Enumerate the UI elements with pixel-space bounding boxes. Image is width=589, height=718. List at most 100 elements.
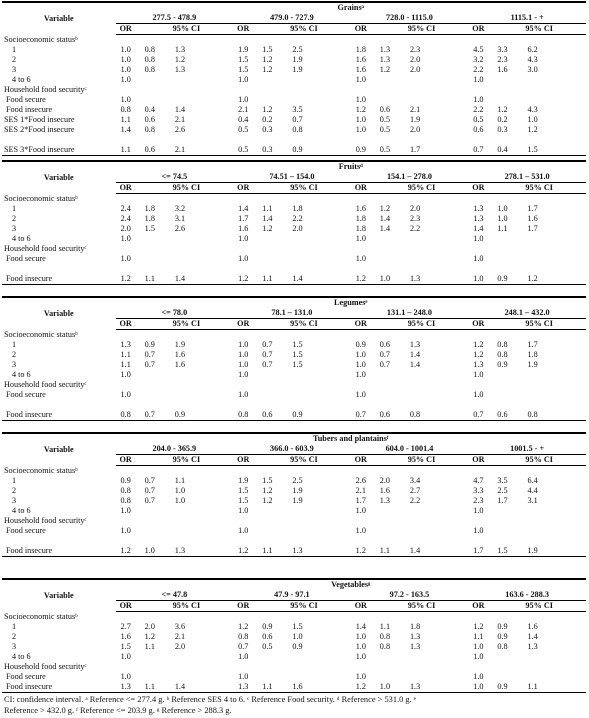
value-cell: 2.0 bbox=[409, 125, 421, 134]
value-cell bbox=[492, 400, 522, 410]
value-cell: 3.3 bbox=[497, 45, 508, 54]
value-cell: 1.2 bbox=[115, 546, 140, 557]
row-label: Socioeconomic statusᵇ bbox=[4, 465, 78, 475]
value-cell bbox=[468, 135, 492, 145]
row-label: Food secure bbox=[6, 672, 46, 681]
value-cell: 1.2 bbox=[233, 546, 258, 557]
value-cell bbox=[170, 526, 233, 536]
value-cell: 0.8 bbox=[238, 632, 249, 641]
value-cell: 2.2 bbox=[473, 65, 484, 74]
value-cell bbox=[375, 652, 405, 662]
value-cell: 3.3 bbox=[473, 486, 484, 495]
value-cell bbox=[287, 536, 350, 546]
value-cell bbox=[170, 244, 233, 254]
value-cell bbox=[287, 390, 350, 400]
value-cell bbox=[257, 95, 287, 105]
value-cell: 1.0 bbox=[120, 390, 131, 399]
value-cell: 0.9 bbox=[144, 340, 155, 349]
value-cell bbox=[257, 234, 287, 244]
range-header: 97.2 - 163.5 bbox=[350, 590, 469, 601]
value-cell bbox=[375, 135, 405, 145]
row-label: 3 bbox=[12, 360, 17, 369]
or-header: OR bbox=[468, 318, 493, 330]
value-cell bbox=[405, 370, 468, 380]
row-label bbox=[2, 400, 116, 410]
value-cell: 1.5 bbox=[238, 486, 249, 495]
value-cell bbox=[405, 244, 468, 254]
value-cell: 1.7 bbox=[355, 496, 366, 505]
table-row: 1 0.9 0.7 1.1 1.9 1.5 2.5 2.6 2.0 3.4 4.7 3.5 6.4 bbox=[2, 476, 586, 486]
value-cell: 3.2 bbox=[174, 204, 186, 213]
value-cell: 2.0 bbox=[120, 224, 131, 233]
value-cell bbox=[523, 672, 587, 682]
value-cell bbox=[287, 516, 350, 526]
value-cell: 1.0 bbox=[355, 75, 366, 84]
value-cell bbox=[523, 254, 587, 264]
value-cell bbox=[405, 506, 468, 516]
value-cell: 0.5 bbox=[379, 125, 391, 134]
row-label: 4 to 6 bbox=[12, 506, 31, 515]
value-cell: 1.3 bbox=[473, 360, 484, 369]
table-row: 1 1.3 0.9 1.9 1.0 0.7 1.5 0.9 0.6 1.3 1.2 0.8 1.7 bbox=[2, 340, 586, 350]
table-row: 1 1.0 0.8 1.3 1.9 1.5 2.5 1.8 1.3 2.3 4.5 3.3 6.2 bbox=[2, 45, 586, 55]
value-cell: 0.9 bbox=[497, 622, 508, 631]
value-cell: 1.6 bbox=[238, 224, 249, 233]
value-cell bbox=[140, 390, 170, 400]
value-cell bbox=[405, 612, 468, 623]
table-vegetables: Variable Vegetablesᵍ <= 47.8 47.9 - 97.1 97.… bbox=[2, 578, 586, 693]
value-cell bbox=[375, 330, 405, 341]
table-row bbox=[2, 264, 586, 274]
value-cell: 1.0 bbox=[355, 115, 366, 124]
value-cell bbox=[405, 35, 468, 46]
value-cell bbox=[522, 400, 586, 410]
value-cell bbox=[492, 194, 522, 205]
value-cell bbox=[287, 380, 350, 390]
value-cell: 1.6 bbox=[527, 622, 538, 631]
row-label: 3 bbox=[12, 65, 17, 74]
value-cell bbox=[170, 612, 233, 623]
value-cell: 1.0 bbox=[355, 234, 366, 243]
value-cell bbox=[492, 536, 522, 546]
value-cell bbox=[257, 652, 287, 662]
value-cell: 1.2 bbox=[262, 224, 273, 233]
range-header: 131.1 – 248.0 bbox=[350, 308, 469, 319]
row-label: Socioeconomic statusᵇ bbox=[4, 329, 78, 339]
value-cell bbox=[351, 380, 375, 390]
row-label: 3 bbox=[12, 224, 17, 233]
value-cell: 6.4 bbox=[527, 476, 538, 485]
value-cell: 1.0 bbox=[473, 642, 484, 651]
value-cell: 1.0 bbox=[355, 360, 366, 369]
value-cell: 1.0 bbox=[238, 360, 249, 369]
value-cell: 1.3 bbox=[473, 204, 484, 213]
value-cell: 1.4 bbox=[409, 350, 421, 359]
value-cell: 1.0 bbox=[120, 65, 131, 74]
value-cell bbox=[405, 662, 468, 672]
section-title: Tubers and plantainsᶠ bbox=[115, 432, 586, 444]
value-cell: 0.7 bbox=[262, 360, 273, 369]
value-cell: 3.5 bbox=[292, 105, 303, 114]
value-cell: 1.2 bbox=[379, 204, 391, 213]
value-cell bbox=[468, 194, 492, 205]
value-cell bbox=[375, 194, 405, 205]
row-label: Food secure bbox=[6, 95, 46, 104]
value-cell: 1.4 bbox=[404, 546, 469, 557]
range-header: 78.1 – 131.0 bbox=[233, 308, 351, 319]
value-cell: 0.8 bbox=[292, 125, 303, 134]
or-header: OR bbox=[233, 600, 258, 612]
value-cell: 0.8 bbox=[497, 642, 508, 651]
value-cell: 0.6 bbox=[379, 105, 391, 114]
value-cell: 0.3 bbox=[262, 125, 273, 134]
variable-header: Variable bbox=[2, 432, 116, 466]
value-cell: 2.2 bbox=[473, 105, 484, 114]
variable-header: Variable bbox=[2, 296, 116, 330]
value-cell bbox=[116, 662, 140, 672]
value-cell: 0.7 bbox=[144, 496, 155, 505]
value-cell: 2.6 bbox=[174, 224, 186, 233]
value-cell: 1.0 bbox=[355, 672, 366, 681]
value-cell bbox=[468, 35, 492, 46]
or-header: OR bbox=[468, 23, 493, 35]
value-cell bbox=[116, 244, 140, 254]
value-cell bbox=[233, 380, 257, 390]
value-cell: 1.1 bbox=[257, 682, 288, 693]
value-cell: 1.7 bbox=[238, 214, 249, 223]
